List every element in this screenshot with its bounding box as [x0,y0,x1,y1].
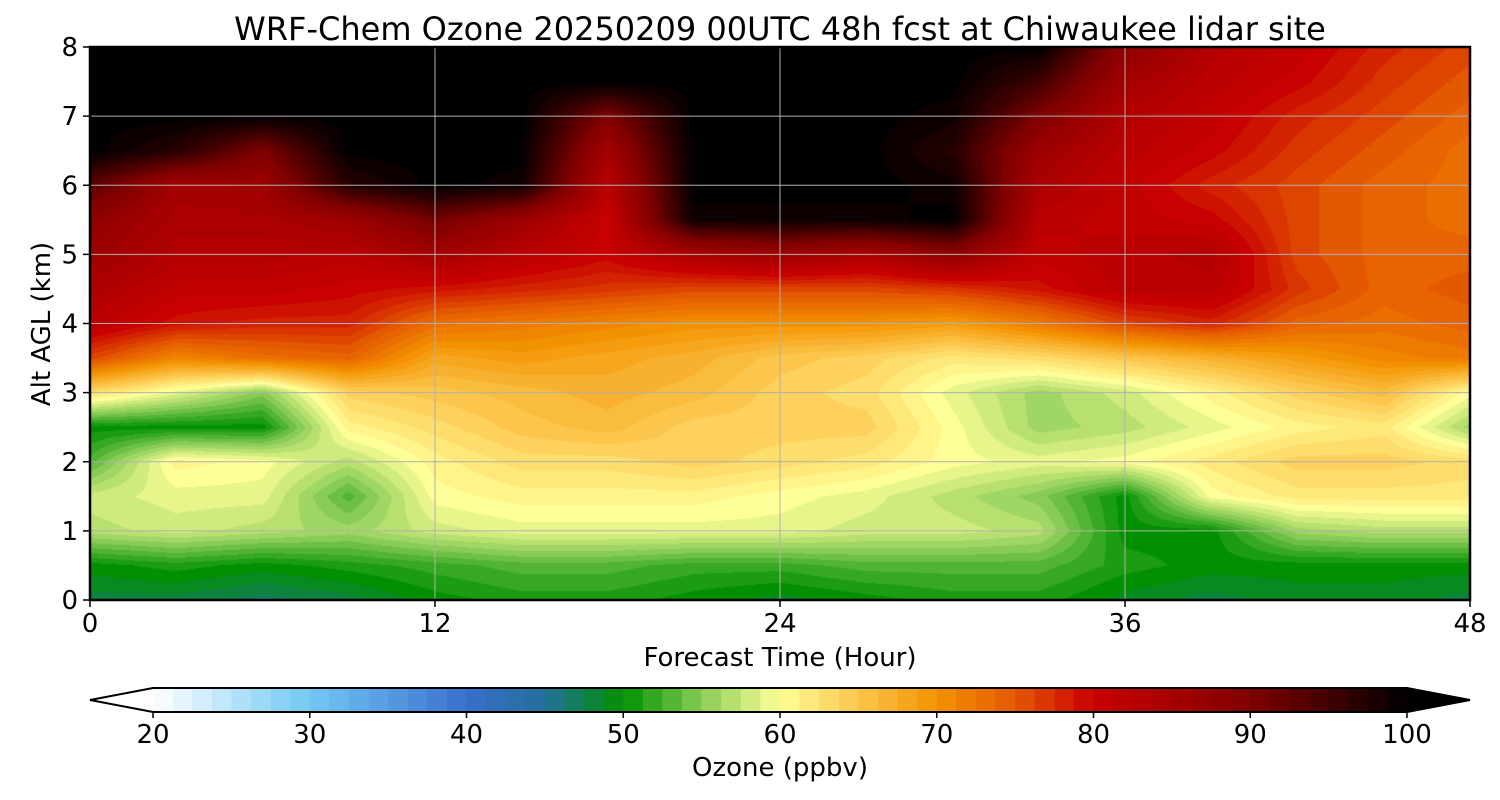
colorbar-segment [917,688,938,712]
colorbar-segment [1211,688,1232,712]
colorbar-segment [584,688,605,712]
colorbar-tick-label: 60 [763,720,796,750]
colorbar-segment [858,688,879,712]
colorbar-segment [740,688,762,712]
colorbar-segment [544,688,566,712]
colorbar-segment [446,688,468,712]
colorbar-tick-label: 30 [293,720,326,750]
colorbar-min-extend [90,688,153,712]
colorbar-segment [270,688,291,712]
colorbar-tick-label: 100 [1382,720,1432,750]
colorbar-segment [1113,688,1134,712]
colorbar-segment [897,688,918,712]
colorbar-segment [799,688,820,712]
colorbar-segment [1073,688,1095,712]
y-tick-label: 1 [61,517,78,547]
colorbar-segment [231,688,252,712]
colorbar-segment [505,688,526,712]
colorbar-segment [1054,688,1075,712]
colorbar-max-extend [1407,688,1470,712]
colorbar-segment [877,688,899,712]
colorbar-segment [682,688,703,712]
colorbar-segment [1152,688,1173,712]
colorbar-segment [1034,688,1055,712]
colorbar-segment [211,688,232,712]
x-tick-label: 12 [418,609,451,639]
y-tick-label: 5 [61,240,78,270]
colorbar-segment [1250,688,1271,712]
colorbar-segment [564,688,585,712]
colorbar-segment [1309,688,1330,712]
colorbar-tick-label: 80 [1077,720,1110,750]
colorbar-segment [172,688,193,712]
colorbar-segment [1387,688,1408,712]
x-tick-label: 0 [82,609,99,639]
colorbar-label: Ozone (ppbv) [692,753,868,783]
colorbar-segment [760,688,781,712]
colorbar-segment [1367,688,1389,712]
y-tick-label: 8 [61,33,78,63]
colorbar-segment [368,688,389,712]
x-tick-label: 36 [1108,609,1141,639]
colorbar-segment [780,688,801,712]
colorbar-segment [819,688,840,712]
colorbar-segment [1230,688,1251,712]
colorbar-segment [1348,688,1369,712]
colorbar-segment [427,688,448,712]
colorbar-tick-label: 20 [136,720,169,750]
colorbar-segment [721,688,742,712]
colorbar-segment [407,688,428,712]
colorbar-segment [388,688,409,712]
colorbar-segment [956,688,977,712]
colorbar-segment [153,688,174,712]
colorbar-segment [1015,688,1036,712]
colorbar-segment [466,688,487,712]
colorbar-segment [1171,688,1193,712]
colorbar-segment [1289,688,1310,712]
colorbar-segment [1269,688,1291,712]
colorbar-segment [290,688,311,712]
y-tick-label: 3 [61,379,78,409]
x-tick-label: 24 [763,609,796,639]
y-tick-label: 7 [61,102,78,132]
colorbar-segment [250,688,272,712]
y-tick-label: 4 [61,310,78,340]
colorbar-segment [642,688,664,712]
colorbar-segment [662,688,683,712]
chart-title: WRF-Chem Ozone 20250209 00UTC 48h fcst a… [234,10,1326,48]
colorbar-segment [192,688,213,712]
colorbar-segment [486,688,507,712]
y-tick-label: 0 [61,586,78,616]
colorbar-segment [623,688,644,712]
colorbar-segment [309,688,330,712]
colorbar-tick-label: 70 [920,720,953,750]
y-tick-label: 2 [61,448,78,478]
colorbar-segment [525,688,546,712]
colorbar-tick-label: 50 [607,720,640,750]
x-tick-label: 48 [1453,609,1486,639]
colorbar-tick-label: 40 [450,720,483,750]
colorbar-segment [348,688,370,712]
colorbar: 20 30 40 50 60 70 80 90 100 [89,687,1471,750]
y-axis-label: Alt AGL (km) [27,242,57,406]
colorbar-segment [1328,688,1349,712]
colorbar-segment [1132,688,1153,712]
y-tick-label: 6 [61,171,78,201]
colorbar-segment [995,688,1016,712]
colorbar-segment [701,688,722,712]
x-axis-label: Forecast Time (Hour) [643,643,916,673]
colorbar-segment [838,688,859,712]
colorbar-segment [603,688,624,712]
colorbar-segment [936,688,957,712]
colorbar-tick-label: 90 [1234,720,1267,750]
colorbar-segment [975,688,997,712]
colorbar-segment [329,688,350,712]
colorbar-segment [1093,688,1114,712]
colorbar-segment [1191,688,1212,712]
